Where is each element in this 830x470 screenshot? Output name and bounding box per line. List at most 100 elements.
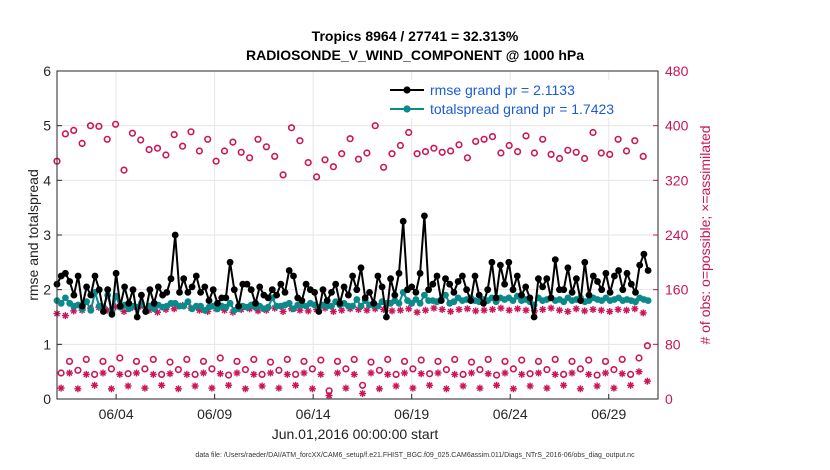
asterisk-stroke <box>426 382 433 389</box>
asterisk-stroke <box>259 383 266 389</box>
obs-assimilated-marker <box>451 370 459 378</box>
asterisk-stroke <box>606 308 613 315</box>
obs-assimilated-marker <box>279 308 287 315</box>
rmse-point <box>226 258 234 266</box>
rmse-point <box>581 258 589 266</box>
rmse-point <box>383 313 390 321</box>
asterisk-stroke <box>460 383 467 389</box>
rmse-point <box>623 269 631 277</box>
obs-assimilated-marker <box>434 369 442 377</box>
obs-assimilated-marker <box>430 304 438 312</box>
obs-possible-marker <box>438 148 446 156</box>
obs-assimilated-marker <box>447 308 455 315</box>
obs-assimilated-marker <box>342 384 350 392</box>
obs-assimilated-marker <box>547 304 555 312</box>
rmse-point <box>290 272 297 280</box>
obs-possible-marker <box>409 365 417 373</box>
obs-possible-marker <box>137 136 145 144</box>
rmse-point <box>395 269 403 277</box>
tick-label-left: 5 <box>43 118 51 134</box>
obs-assimilated-marker <box>200 369 207 377</box>
rmse-point <box>87 291 95 299</box>
spread-point <box>87 307 95 314</box>
obs-possible-marker <box>551 355 559 364</box>
asterisk-stroke <box>167 370 173 377</box>
obs-assimilated-marker <box>225 381 233 389</box>
spread-point <box>285 299 293 307</box>
rmse-point <box>70 291 78 299</box>
obs-possible-marker <box>166 358 174 366</box>
asterisk-stroke <box>535 370 542 376</box>
asterisk-stroke <box>125 383 132 389</box>
obs-possible-marker <box>308 365 317 373</box>
rmse-point <box>315 308 323 315</box>
rmse-point <box>361 294 369 302</box>
obs-assimilated-marker <box>405 305 413 313</box>
asterisk-stroke <box>472 307 479 314</box>
rmse-point <box>146 286 154 294</box>
asterisk-stroke <box>376 385 383 392</box>
rmse-point <box>256 283 264 291</box>
obs-possible-marker <box>476 366 484 374</box>
rmse-point <box>188 283 196 291</box>
asterisk-stroke <box>644 378 651 385</box>
obs-possible-marker <box>354 155 363 163</box>
obs-assimilated-marker <box>602 369 609 377</box>
asterisk-stroke <box>183 371 190 378</box>
asterisk-stroke <box>242 385 249 392</box>
rmse-point <box>163 289 171 296</box>
obs-possible-marker <box>367 358 375 366</box>
obs-possible-marker <box>493 371 501 379</box>
obs-assimilated-marker <box>535 369 542 377</box>
rmse-point <box>353 286 361 294</box>
obs-possible-marker <box>86 122 95 130</box>
obs-possible-marker <box>426 370 434 378</box>
obs-possible-marker <box>233 357 241 366</box>
rmse-point <box>509 286 517 294</box>
asterisk-stroke <box>66 370 73 376</box>
tick-label-right: 240 <box>665 227 689 243</box>
spread-point <box>509 297 517 304</box>
asterisk-stroke <box>200 370 207 376</box>
rmse-point <box>370 299 378 307</box>
rmse-point <box>644 267 652 274</box>
rmse-point <box>589 272 597 280</box>
asterisk-stroke <box>414 309 421 316</box>
asterisk-stroke <box>208 385 215 392</box>
asterisk-stroke <box>468 370 475 376</box>
tick-label-right: 480 <box>665 63 689 79</box>
obs-possible-marker <box>501 357 509 366</box>
obs-assimilated-marker <box>472 307 480 315</box>
asterisk-stroke <box>342 385 349 392</box>
obs-possible-marker <box>505 141 513 150</box>
asterisk-stroke <box>74 385 81 392</box>
spread-point <box>442 291 449 299</box>
obs-assimilated-marker <box>133 369 140 377</box>
obs-assimilated-marker <box>334 369 341 377</box>
obs-possible-marker <box>396 141 405 150</box>
asterisk-stroke <box>100 370 106 376</box>
rmse-point <box>501 280 508 288</box>
asterisk-stroke <box>594 383 601 389</box>
tick-label-right: 320 <box>665 172 689 188</box>
obs-possible-marker <box>601 357 610 366</box>
rmse-point <box>243 280 251 288</box>
tick-label-right: 80 <box>665 336 681 352</box>
obs-possible-marker <box>392 370 400 379</box>
rmse-point <box>484 286 492 294</box>
obs-assimilated-marker <box>526 382 534 390</box>
asterisk-stroke <box>569 370 575 376</box>
asterisk-stroke <box>334 370 341 376</box>
rmse-point <box>197 289 205 296</box>
asterisk-stroke <box>330 308 337 315</box>
obs-assimilated-marker <box>539 306 547 313</box>
rmse-point <box>594 278 601 285</box>
asterisk-stroke <box>552 371 559 378</box>
rmse-point <box>450 289 458 296</box>
asterisk-stroke <box>280 308 287 315</box>
asterisk-stroke <box>430 305 437 312</box>
asterisk-stroke <box>581 307 588 314</box>
asterisk-stroke <box>284 371 291 378</box>
legend-swatch-rmse <box>390 85 424 94</box>
obs-possible-marker <box>400 357 409 366</box>
